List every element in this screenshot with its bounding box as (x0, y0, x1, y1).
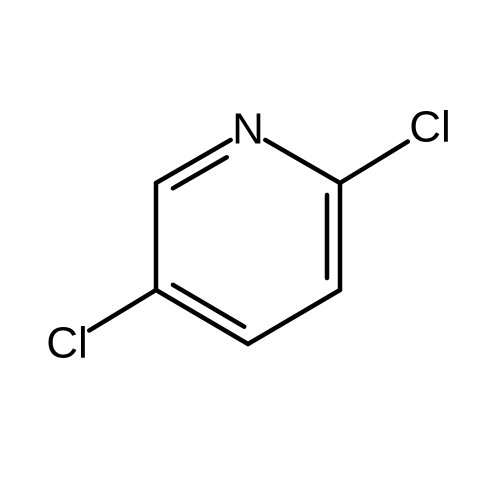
bond (265, 140, 340, 183)
bond (89, 290, 156, 331)
bond (173, 157, 227, 188)
atom-label-cl1: Cl (409, 103, 451, 152)
atom-label-cl2: Cl (46, 319, 88, 368)
molecule-diagram: N Cl Cl (0, 0, 500, 500)
bond (248, 290, 340, 344)
bond (340, 142, 408, 183)
atom-label-n: N (232, 105, 264, 154)
bond (156, 290, 248, 344)
